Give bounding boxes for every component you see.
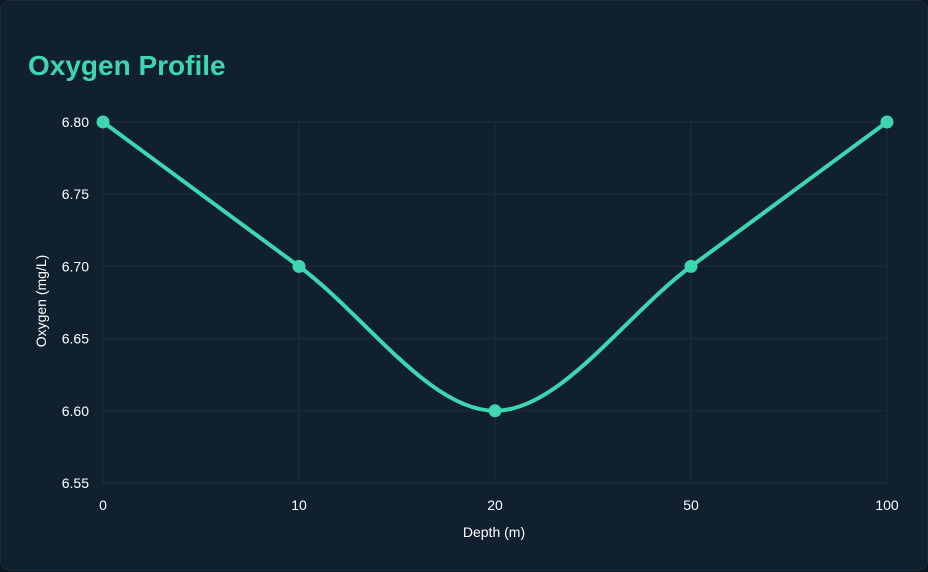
data-point[interactable] [880, 115, 894, 129]
x-axis-title: Depth (m) [463, 524, 525, 540]
chart-title: Oxygen Profile [28, 50, 226, 81]
x-tick-label: 10 [291, 497, 307, 513]
grid [102, 121, 888, 484]
y-tick-label: 6.65 [62, 331, 89, 347]
y-tick-label: 6.60 [62, 403, 89, 419]
y-tick-label: 6.55 [62, 475, 89, 491]
data-point[interactable] [488, 404, 502, 418]
data-point[interactable] [292, 259, 306, 273]
y-tick-label: 6.75 [62, 186, 89, 202]
y-tick-label: 6.80 [62, 114, 89, 130]
data-point[interactable] [96, 115, 110, 129]
x-tick-label: 100 [875, 497, 899, 513]
x-axis: 0 10 20 50 100 [99, 497, 899, 513]
y-tick-label: 6.70 [62, 258, 89, 274]
y-axis: 6.80 6.75 6.70 6.65 6.60 6.55 [62, 114, 89, 491]
data-points [96, 115, 894, 418]
x-tick-label: 20 [487, 497, 503, 513]
x-tick-label: 0 [99, 497, 107, 513]
data-point[interactable] [684, 259, 698, 273]
y-axis-title: Oxygen (mg/L) [33, 255, 49, 348]
x-tick-label: 50 [683, 497, 699, 513]
